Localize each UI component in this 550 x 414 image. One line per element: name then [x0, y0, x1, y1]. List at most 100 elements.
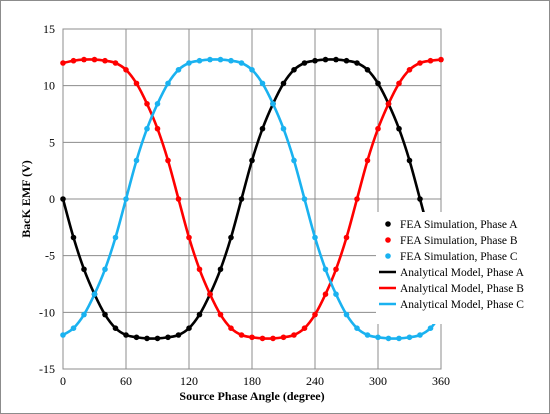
fea-point-phase-2	[133, 80, 140, 87]
fea-point-phase-2	[417, 60, 423, 66]
legend-entry: Analytical Model, Phase A	[400, 267, 525, 279]
x-tick-label: 60	[120, 374, 132, 388]
y-tick-label: -5	[45, 249, 55, 263]
y-tick-label: 10	[43, 79, 55, 93]
y-tick-label: 15	[43, 22, 55, 36]
fea-point-phase-1	[81, 266, 87, 273]
fea-point-phase-1	[228, 234, 234, 241]
fea-point-phase-2	[427, 57, 434, 64]
fea-point-phase-2	[144, 101, 150, 107]
fea-point-phase-2	[406, 67, 413, 73]
fea-point-phase-2	[123, 67, 129, 73]
fea-point-phase-3	[112, 234, 119, 241]
fea-point-phase-1	[417, 196, 423, 202]
fea-point-phase-3	[280, 125, 287, 132]
legend-box	[376, 212, 548, 324]
fea-point-phase-3	[228, 57, 234, 64]
fea-point-phase-3	[322, 266, 329, 273]
fea-point-phase-3	[396, 335, 402, 342]
fea-point-phase-3	[364, 332, 371, 338]
y-tick-label: 0	[49, 192, 55, 206]
fea-point-phase-2	[291, 332, 297, 338]
legend: FEA Simulation, Phase A FEA Simulation, P…	[376, 212, 548, 324]
fea-point-phase-1	[175, 332, 182, 338]
x-tick-label: 120	[180, 374, 198, 388]
fea-point-phase-1	[354, 60, 360, 66]
fea-point-phase-3	[291, 157, 297, 164]
legend-marker	[385, 221, 391, 227]
x-axis-title: Source Phase Angle (degree)	[179, 389, 324, 403]
legend-marker	[385, 253, 391, 259]
fea-point-phase-2	[91, 56, 98, 63]
fea-point-phase-1	[112, 325, 119, 332]
fea-point-phase-1	[312, 57, 318, 64]
fea-point-phase-2	[438, 56, 444, 63]
fea-point-phase-1	[238, 196, 245, 202]
fea-point-phase-2	[238, 332, 245, 338]
fea-point-phase-1	[133, 334, 140, 341]
fea-point-phase-3	[91, 291, 98, 298]
fea-point-phase-2	[60, 60, 66, 66]
fea-point-phase-2	[186, 234, 192, 241]
fea-point-phase-2	[280, 334, 287, 341]
fea-point-phase-3	[144, 125, 150, 132]
fea-point-phase-2	[207, 291, 213, 298]
fea-point-phase-3	[133, 157, 140, 164]
fea-point-phase-2	[385, 101, 392, 107]
fea-point-phase-1	[343, 57, 350, 64]
x-tick-label: 0	[60, 374, 66, 388]
fea-point-phase-3	[427, 325, 434, 332]
fea-point-phase-1	[165, 334, 171, 341]
fea-point-phase-3	[154, 101, 161, 107]
fea-point-phase-1	[406, 157, 413, 164]
fea-point-phase-1	[291, 67, 297, 73]
fea-point-phase-1	[70, 234, 77, 241]
fea-point-phase-3	[70, 325, 77, 332]
fea-point-phase-2	[112, 60, 119, 66]
fea-point-phase-2	[259, 335, 266, 342]
fea-point-phase-2	[333, 266, 339, 273]
series-layer	[60, 56, 444, 342]
fea-point-phase-1	[259, 125, 266, 132]
legend-entry: Analytical Model, Phase C	[400, 299, 524, 311]
fea-point-phase-2	[154, 125, 161, 132]
fea-point-phase-3	[406, 334, 413, 341]
fea-point-phase-2	[196, 266, 203, 273]
fea-point-phase-2	[322, 291, 329, 298]
fea-point-phase-1	[60, 196, 66, 202]
fea-point-phase-2	[81, 56, 87, 63]
fea-point-phase-2	[165, 157, 171, 164]
fea-point-phase-2	[375, 125, 381, 132]
fea-point-phase-2	[312, 311, 318, 318]
fea-point-phase-2	[364, 157, 371, 164]
fea-point-phase-2	[396, 80, 402, 87]
fea-point-phase-2	[270, 335, 276, 342]
fea-point-phase-1	[333, 56, 339, 63]
fea-point-phase-3	[238, 60, 245, 66]
legend-entry: FEA Simulation, Phase A	[400, 219, 518, 231]
fea-point-phase-3	[343, 311, 350, 318]
fea-point-phase-1	[217, 266, 224, 273]
y-axis-title: BacK EMF (V)	[19, 160, 33, 238]
fea-point-phase-3	[259, 80, 266, 87]
fea-point-phase-2	[175, 196, 182, 202]
fea-point-phase-3	[102, 266, 108, 273]
x-tick-label: 240	[306, 374, 324, 388]
fea-point-phase-3	[249, 67, 255, 73]
fea-point-phase-3	[165, 80, 171, 87]
tick-labels: 0 60 120 180 240 300 360 15 10 5 0 -5 -10 -15	[39, 22, 450, 388]
legend-marker	[385, 237, 391, 243]
fea-point-phase-3	[385, 335, 392, 342]
fea-point-phase-3	[375, 334, 381, 341]
fea-point-phase-2	[102, 57, 108, 64]
fea-point-phase-1	[322, 56, 329, 63]
fea-point-phase-3	[186, 60, 192, 66]
fea-point-phase-2	[354, 196, 360, 202]
fea-point-phase-3	[312, 234, 318, 241]
legend-entry: FEA Simulation, Phase C	[400, 251, 518, 263]
fea-point-phase-2	[301, 325, 308, 332]
fea-point-phase-1	[186, 325, 192, 332]
fea-point-phase-1	[249, 157, 255, 164]
